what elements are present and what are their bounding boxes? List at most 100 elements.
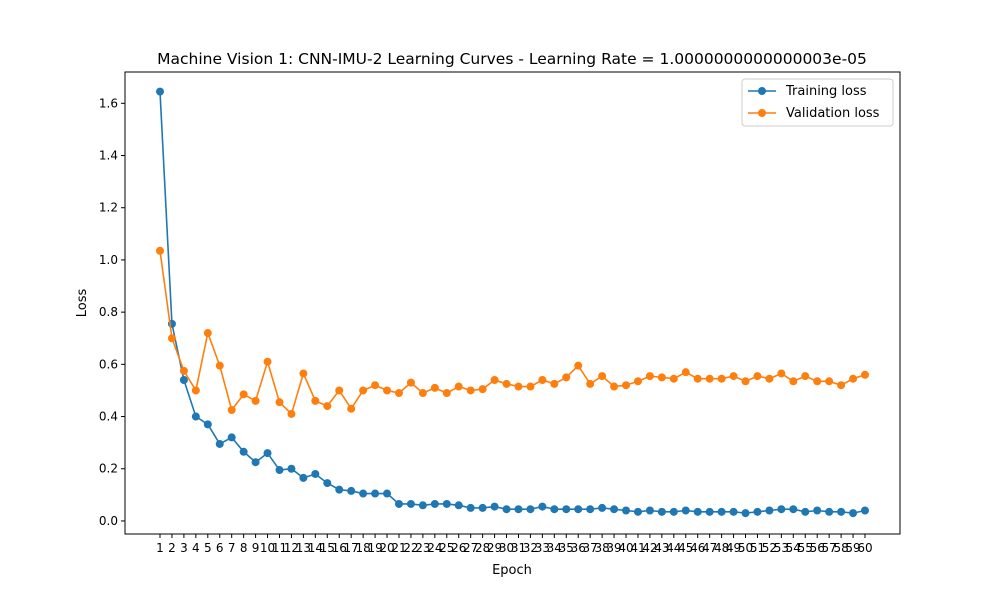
validation-loss-point xyxy=(263,357,272,366)
x-tick-label: 29 xyxy=(487,541,502,555)
x-tick-label: 52 xyxy=(762,541,777,555)
x-tick-label: 3 xyxy=(180,541,188,555)
x-tick-label: 55 xyxy=(798,541,813,555)
validation-loss-point xyxy=(657,373,666,382)
x-tick-label: 23 xyxy=(415,541,430,555)
x-tick-label: 13 xyxy=(296,541,311,555)
training-loss-point xyxy=(466,503,475,512)
legend-validation-loss-label: Validation loss xyxy=(786,106,880,121)
validation-loss-point xyxy=(538,376,547,384)
training-loss-point xyxy=(777,505,786,514)
validation-loss-point xyxy=(406,378,415,387)
training-loss-point xyxy=(669,507,678,516)
validation-loss-point xyxy=(203,329,212,338)
validation-loss-point xyxy=(669,374,678,383)
training-loss-point xyxy=(502,505,511,514)
validation-loss-point xyxy=(239,390,248,399)
validation-loss-point xyxy=(430,383,439,392)
training-loss-point xyxy=(383,489,392,498)
training-loss-point xyxy=(418,501,427,510)
training-loss-point xyxy=(849,509,858,518)
y-tick-label: 1.0 xyxy=(99,253,118,267)
x-tick-label: 14 xyxy=(308,541,323,555)
x-tick-label: 7 xyxy=(228,541,236,555)
validation-loss-point xyxy=(454,382,463,391)
x-tick-label: 43 xyxy=(654,541,669,555)
x-tick-label: 34 xyxy=(547,541,562,555)
validation-loss-point xyxy=(586,379,595,388)
y-tick-label: 1.6 xyxy=(99,96,118,110)
validation-loss-point xyxy=(705,374,714,383)
validation-loss-point xyxy=(490,376,499,384)
validation-loss-point xyxy=(801,372,810,381)
validation-loss-point xyxy=(179,366,188,375)
training-loss-point xyxy=(705,507,714,516)
validation-loss-point xyxy=(371,381,380,390)
training-loss-point xyxy=(622,506,631,515)
training-loss-point xyxy=(227,433,236,442)
training-loss-point xyxy=(801,507,810,516)
training-loss-point xyxy=(263,449,272,458)
training-loss-point xyxy=(347,486,356,495)
x-tick-label: 10 xyxy=(260,541,275,555)
validation-loss-point xyxy=(574,361,583,370)
x-tick-label: 33 xyxy=(535,541,550,555)
training-loss-point xyxy=(789,505,798,514)
x-tick-label: 9 xyxy=(252,541,260,555)
training-loss-point xyxy=(251,458,260,467)
validation-loss-point xyxy=(622,381,631,390)
training-loss-point xyxy=(156,87,164,96)
validation-loss-point xyxy=(849,374,858,383)
x-tick-label: 32 xyxy=(523,541,538,555)
training-loss-point xyxy=(610,505,619,514)
training-loss-point xyxy=(861,506,869,515)
validation-loss-point xyxy=(466,386,475,395)
validation-loss-point xyxy=(251,396,260,405)
x-tick-label: 37 xyxy=(583,541,598,555)
training-loss-point xyxy=(550,505,559,514)
training-loss-point xyxy=(693,507,702,516)
y-axis: 0.0 0.2 0.4 0.6 0.8 1.0 1.2 1.4 1.6 xyxy=(99,96,125,528)
training-loss-point xyxy=(514,505,523,514)
training-loss-point xyxy=(681,506,690,515)
validation-loss-point xyxy=(227,406,236,415)
x-tick-label: 11 xyxy=(272,541,287,555)
x-tick-label: 47 xyxy=(702,541,717,555)
x-tick-label: 44 xyxy=(666,541,681,555)
validation-loss-point xyxy=(729,372,738,381)
validation-loss-point xyxy=(347,404,356,413)
legend-box xyxy=(741,78,894,127)
validation-loss-point xyxy=(383,386,392,395)
training-loss-point xyxy=(574,505,583,514)
validation-loss-point xyxy=(765,374,774,383)
training-loss-point xyxy=(371,489,380,498)
training-loss-point xyxy=(311,469,320,478)
x-tick-label: 19 xyxy=(367,541,382,555)
training-loss-point xyxy=(406,499,415,508)
validation-loss-point xyxy=(502,379,511,388)
x-tick-label: 42 xyxy=(642,541,657,555)
x-tick-label: 38 xyxy=(594,541,609,555)
x-tick-label: 40 xyxy=(618,541,633,555)
x-tick-label: 31 xyxy=(511,541,526,555)
x-tick-label: 2 xyxy=(168,541,176,555)
validation-loss-point xyxy=(789,377,798,386)
training-loss-point xyxy=(586,505,595,514)
training-loss-point xyxy=(753,507,762,516)
validation-loss-point xyxy=(813,377,822,386)
training-loss-point xyxy=(359,489,368,498)
training-loss-point xyxy=(813,506,822,515)
validation-loss-point xyxy=(478,385,487,394)
validation-loss-point xyxy=(610,382,619,391)
validation-loss-point xyxy=(287,409,296,418)
y-tick-label: 0.8 xyxy=(99,305,118,319)
training-loss-point xyxy=(275,466,284,475)
x-tick-label: 24 xyxy=(427,541,442,555)
y-tick-label: 1.4 xyxy=(99,149,118,163)
plot-area xyxy=(156,87,869,518)
training-loss-point xyxy=(323,479,332,488)
validation-loss-point xyxy=(167,334,176,343)
training-loss-point xyxy=(191,412,200,421)
validation-loss-point xyxy=(191,386,200,395)
